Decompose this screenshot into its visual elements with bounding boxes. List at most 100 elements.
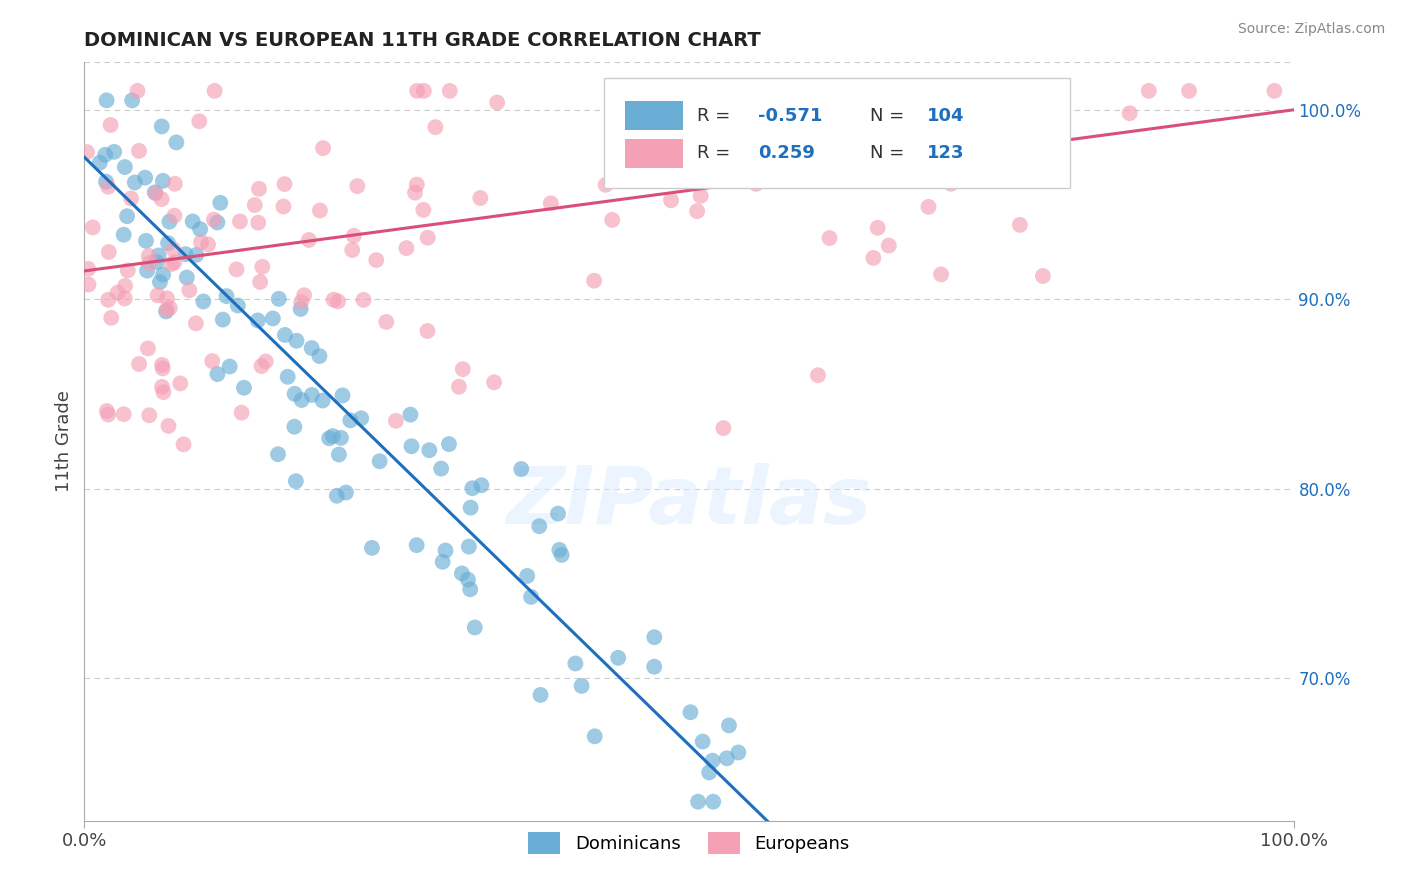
- Point: [461, 481, 484, 495]
- Point: [458, 582, 481, 597]
- Point: [149, 275, 172, 289]
- Point: [274, 328, 297, 343]
- Point: [247, 216, 270, 230]
- Point: [634, 84, 657, 98]
- Point: [184, 317, 207, 331]
- Point: [292, 288, 315, 302]
- Point: [225, 262, 247, 277]
- Point: [917, 200, 939, 214]
- Point: [711, 421, 734, 435]
- Point: [211, 312, 233, 326]
- Point: [312, 141, 335, 155]
- Point: [451, 362, 474, 376]
- Point: [94, 148, 117, 162]
- Point: [434, 543, 457, 558]
- Point: [157, 236, 180, 251]
- Point: [929, 268, 952, 282]
- Point: [439, 84, 461, 98]
- Point: [89, 155, 111, 169]
- Point: [163, 209, 186, 223]
- Point: [318, 431, 340, 445]
- Point: [218, 359, 240, 374]
- Point: [267, 292, 290, 306]
- Point: [640, 137, 662, 152]
- Point: [548, 542, 571, 557]
- Point: [152, 174, 174, 188]
- Point: [600, 213, 623, 227]
- Point: [340, 243, 363, 257]
- Point: [128, 357, 150, 371]
- Point: [688, 795, 710, 809]
- Point: [117, 263, 139, 277]
- Point: [121, 94, 143, 108]
- Point: [412, 84, 434, 98]
- Point: [550, 548, 572, 562]
- Point: [697, 765, 720, 780]
- FancyBboxPatch shape: [605, 78, 1070, 187]
- Point: [285, 334, 308, 348]
- Point: [425, 120, 447, 135]
- Point: [243, 198, 266, 212]
- Point: [233, 381, 256, 395]
- Point: [807, 368, 830, 383]
- Point: [209, 195, 232, 210]
- Point: [745, 177, 768, 191]
- Point: [155, 304, 177, 318]
- Point: [659, 194, 682, 208]
- Point: [361, 541, 384, 555]
- Point: [482, 376, 505, 390]
- Text: N =: N =: [870, 145, 910, 162]
- Point: [157, 215, 180, 229]
- Point: [246, 313, 269, 327]
- Point: [716, 751, 738, 765]
- Point: [404, 186, 426, 200]
- Point: [100, 118, 122, 132]
- Point: [406, 84, 429, 98]
- Point: [335, 485, 357, 500]
- Point: [818, 231, 841, 245]
- Point: [97, 293, 120, 307]
- Point: [915, 93, 938, 107]
- Point: [150, 192, 173, 206]
- Point: [97, 245, 120, 260]
- Point: [1137, 84, 1160, 98]
- Point: [207, 215, 229, 229]
- Point: [267, 447, 290, 461]
- Point: [277, 369, 299, 384]
- Point: [114, 292, 136, 306]
- Point: [692, 734, 714, 748]
- Point: [583, 274, 606, 288]
- Point: [152, 385, 174, 400]
- Point: [77, 261, 100, 276]
- Point: [368, 454, 391, 468]
- Point: [207, 367, 229, 381]
- Point: [163, 255, 186, 269]
- Point: [1032, 268, 1054, 283]
- Point: [470, 191, 492, 205]
- Point: [114, 278, 136, 293]
- Point: [143, 186, 166, 200]
- Point: [145, 255, 167, 269]
- Point: [702, 754, 724, 768]
- Point: [138, 249, 160, 263]
- Point: [160, 257, 183, 271]
- Point: [152, 268, 174, 282]
- Text: 104: 104: [927, 106, 965, 125]
- Point: [311, 393, 333, 408]
- Point: [134, 170, 156, 185]
- Point: [96, 404, 118, 418]
- Text: R =: R =: [697, 145, 737, 162]
- Point: [326, 294, 349, 309]
- Y-axis label: 11th Grade: 11th Grade: [55, 391, 73, 492]
- Point: [430, 461, 453, 475]
- Point: [330, 431, 353, 445]
- Point: [689, 189, 711, 203]
- Point: [150, 120, 173, 134]
- Point: [94, 175, 117, 189]
- Point: [322, 429, 344, 443]
- Point: [418, 443, 440, 458]
- Point: [156, 291, 179, 305]
- Point: [401, 439, 423, 453]
- Point: [727, 746, 749, 760]
- Point: [176, 270, 198, 285]
